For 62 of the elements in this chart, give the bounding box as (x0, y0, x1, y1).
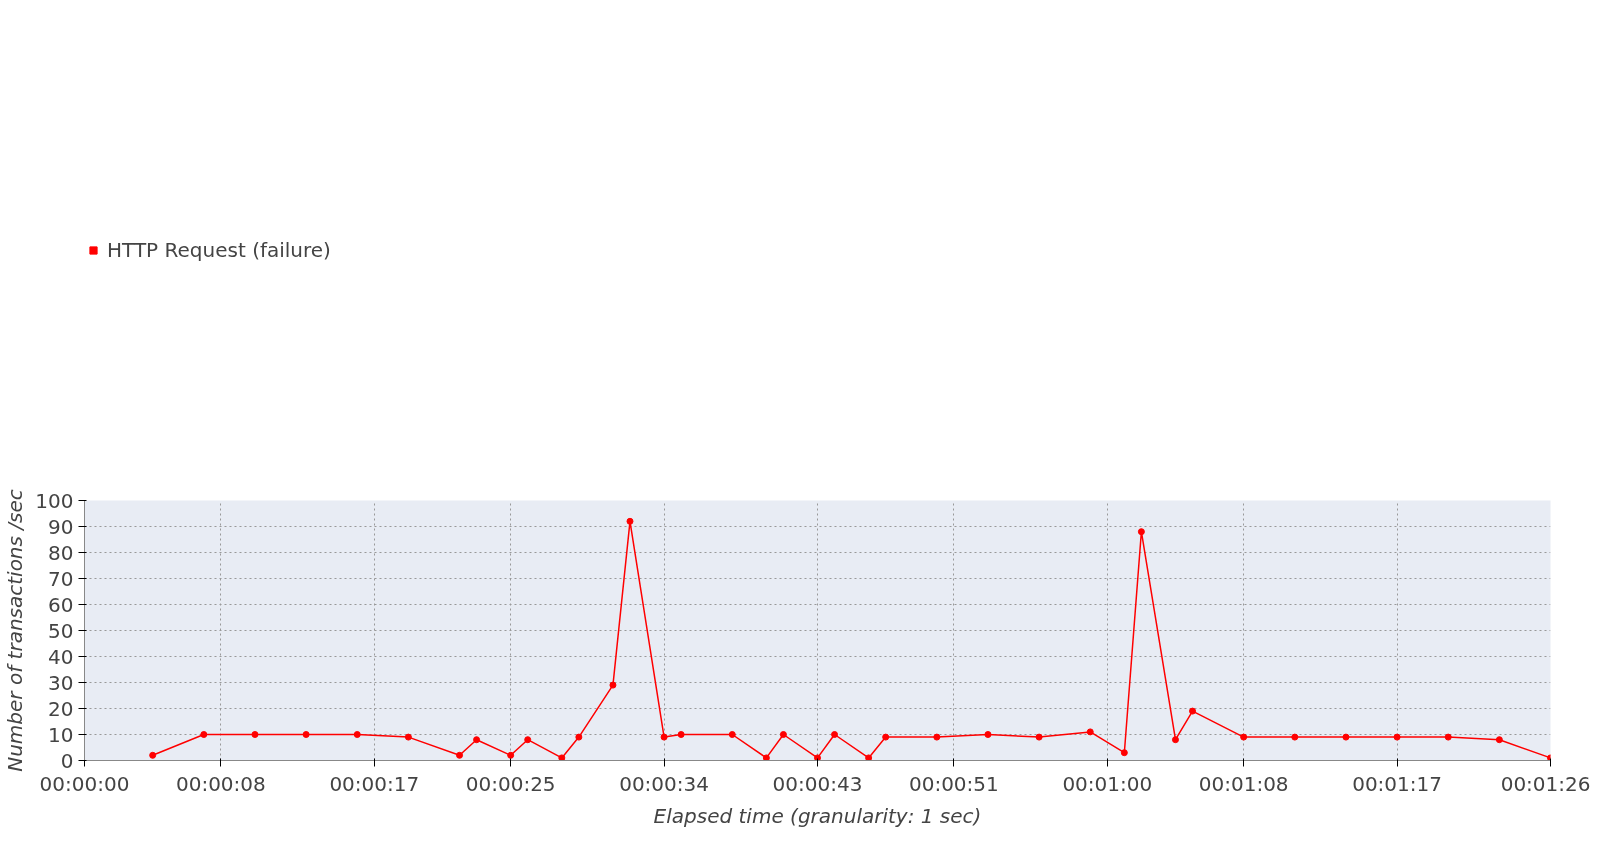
point (1393, 733, 1401, 741)
point (609, 681, 617, 689)
point (1035, 733, 1043, 741)
y-tick-label: 20 (48, 696, 74, 721)
point (660, 733, 668, 741)
x-tick-label: 00:01:00 (1062, 771, 1153, 796)
point (933, 733, 941, 741)
point (1171, 736, 1179, 744)
point (1240, 733, 1248, 741)
x-tick-label: 00:00:25 (465, 771, 556, 796)
y-tick-label: 80 (48, 540, 74, 565)
y-tick-label: 90 (48, 514, 74, 539)
point (507, 751, 515, 759)
y-tick-label: 10 (48, 722, 74, 747)
x-tick-label: 00:00:00 (39, 771, 130, 796)
point (1291, 733, 1299, 741)
point (575, 733, 583, 741)
x-tick-label: 00:00:08 (175, 771, 266, 796)
x-tick-label: 00:01:17 (1352, 771, 1442, 796)
x-axis-title: Elapsed time (granularity: 1 sec) (653, 803, 982, 828)
point (779, 731, 787, 738)
point (404, 733, 412, 741)
x-tick-label: 00:01:26 (1500, 771, 1591, 796)
point (814, 754, 821, 761)
point (865, 754, 873, 761)
y-tick-label: 0 (60, 748, 74, 773)
point (677, 731, 685, 738)
point (831, 731, 839, 738)
x-tick-label: 00:00:17 (329, 771, 420, 796)
point (473, 736, 481, 744)
point (1120, 749, 1128, 757)
point (728, 731, 736, 738)
point (353, 731, 361, 738)
point (1444, 733, 1452, 741)
point (1137, 528, 1145, 536)
y-tick-label: 100 (35, 488, 74, 513)
y-tick-label: 30 (48, 670, 74, 695)
point (456, 751, 464, 759)
point (524, 736, 532, 744)
point (1495, 736, 1503, 744)
point (558, 754, 566, 761)
x-tick-label: 00:01:08 (1198, 771, 1289, 796)
point (984, 731, 992, 738)
point (882, 733, 890, 741)
legend-label: HTTP Request (failure) (107, 238, 331, 262)
y-tick-label: 40 (48, 644, 74, 669)
point (626, 517, 634, 525)
point (1086, 728, 1094, 736)
x-tick-label: 00:00:34 (619, 771, 709, 796)
y-tick-label: 50 (48, 618, 74, 643)
x-tick-label: 00:00:51 (908, 771, 999, 796)
y-axis-title: Number of transactions /sec (3, 489, 28, 772)
point (762, 754, 770, 761)
point (149, 751, 157, 759)
point (1342, 733, 1350, 741)
point (251, 731, 259, 738)
y-tick-label: 60 (48, 592, 74, 617)
point (200, 731, 208, 738)
y-tick-label: 70 (48, 566, 74, 591)
point (302, 731, 310, 738)
x-tick-label: 00:00:43 (772, 771, 863, 796)
point (1189, 707, 1197, 715)
